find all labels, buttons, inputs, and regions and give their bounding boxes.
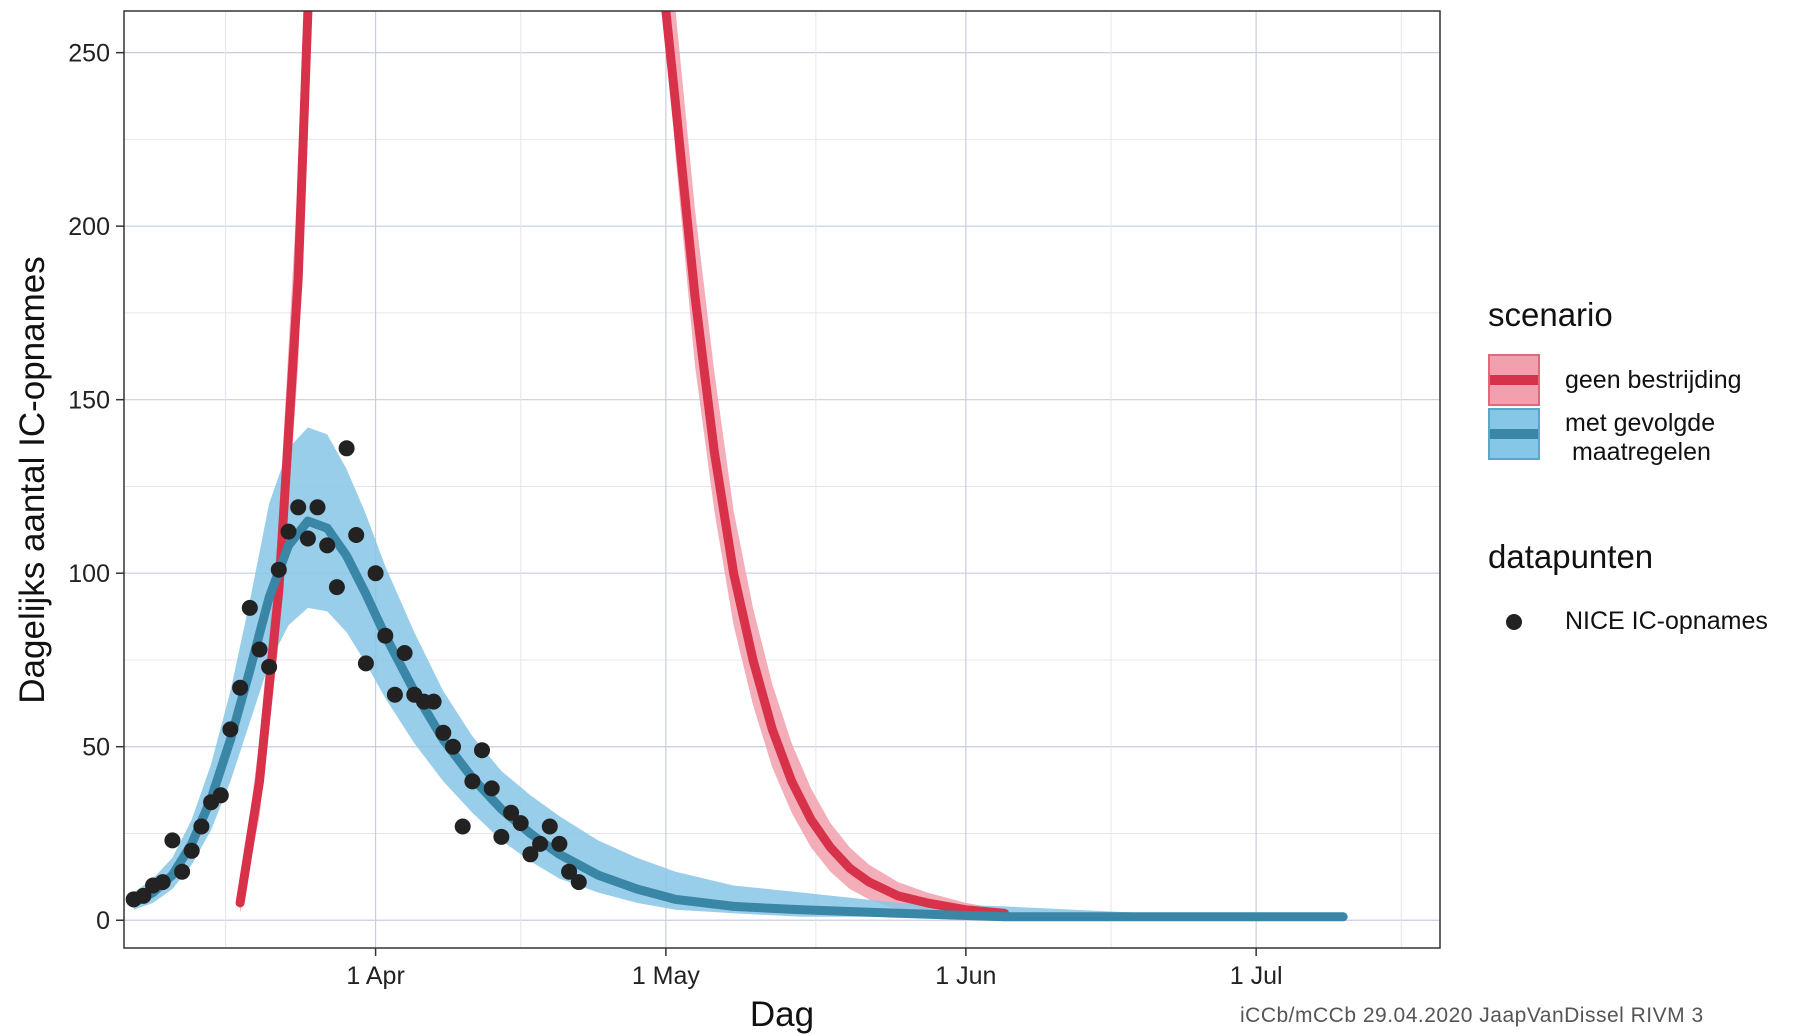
legend-key-nice-ic-opnames bbox=[1506, 614, 1522, 630]
legend-label-met-gevolgde-maatregelen: met gevolgde maatregelen bbox=[1565, 409, 1716, 466]
data-point bbox=[454, 818, 471, 835]
data-point bbox=[541, 818, 558, 835]
legend-key-met-gevolgde-maatregelen bbox=[1488, 408, 1540, 460]
data-point bbox=[570, 874, 587, 891]
y-tick-label: 50 bbox=[82, 734, 110, 762]
geen-bestrijding-line bbox=[235, 11, 313, 908]
data-point bbox=[280, 523, 297, 540]
met-gevolgde-maatregelen-ribbon bbox=[133, 427, 1344, 921]
data-point bbox=[299, 530, 316, 547]
y-tick-label: 250 bbox=[68, 40, 110, 68]
y-tick-label: 150 bbox=[68, 387, 110, 415]
data-point bbox=[183, 842, 200, 859]
data-point bbox=[512, 815, 529, 832]
data-point bbox=[532, 835, 549, 852]
data-point bbox=[154, 874, 171, 891]
data-point bbox=[474, 742, 490, 759]
data-point bbox=[551, 835, 568, 852]
ribbons bbox=[133, 11, 1344, 921]
data-point bbox=[367, 565, 384, 582]
x-tick-label: 1 Jul bbox=[1230, 962, 1283, 990]
data-point bbox=[464, 773, 481, 790]
data-point bbox=[222, 721, 239, 738]
data-point bbox=[328, 579, 345, 596]
data-point bbox=[174, 863, 191, 880]
data-point bbox=[338, 440, 355, 457]
legend-label-nice-ic-opnames: NICE IC-opnames bbox=[1565, 607, 1768, 635]
y-tick-label: 0 bbox=[96, 907, 110, 935]
data-point bbox=[435, 724, 452, 741]
x-tick-label: 1 Jun bbox=[935, 962, 996, 990]
data-point bbox=[396, 645, 413, 661]
data-point bbox=[290, 499, 307, 516]
data-point bbox=[348, 527, 365, 543]
y-axis-title: Dagelijks aantal IC-opnames bbox=[13, 256, 52, 703]
data-point bbox=[309, 499, 326, 516]
data-point bbox=[503, 804, 520, 821]
data-point bbox=[232, 679, 249, 696]
data-point bbox=[561, 863, 578, 880]
data-point bbox=[319, 537, 336, 554]
data-point bbox=[425, 693, 442, 710]
y-tick-label: 100 bbox=[68, 560, 110, 588]
geen-bestrijding-ribbon bbox=[665, 11, 1005, 917]
data-point bbox=[493, 828, 510, 845]
legend-key-geen-bestrijding bbox=[1488, 354, 1540, 406]
legend-label-geen-bestrijding: geen bestrijding bbox=[1565, 366, 1742, 394]
data-point bbox=[270, 561, 287, 578]
legend-title-datapunten: datapunten bbox=[1488, 538, 1654, 575]
x-tick-label: 1 Apr bbox=[346, 962, 404, 990]
y-tick-label: 200 bbox=[68, 213, 110, 241]
x-tick-label: 1 May bbox=[632, 962, 701, 990]
data-point bbox=[357, 655, 374, 672]
data-point bbox=[386, 686, 403, 703]
legend-title-scenario: scenario bbox=[1488, 296, 1613, 333]
data-point bbox=[212, 787, 229, 804]
data-point bbox=[377, 627, 394, 644]
data-point bbox=[483, 780, 500, 797]
data-point bbox=[261, 658, 278, 675]
data-point bbox=[241, 599, 258, 616]
x-axis-title: Dag bbox=[750, 995, 814, 1034]
data-point bbox=[445, 738, 461, 755]
data-point bbox=[135, 887, 152, 904]
geen-bestrijding-line bbox=[661, 11, 1010, 918]
data-point bbox=[193, 818, 210, 835]
plot-border bbox=[123, 10, 1441, 949]
data-points bbox=[125, 440, 587, 908]
data-point bbox=[164, 832, 181, 849]
data-point bbox=[522, 846, 539, 863]
data-point bbox=[251, 641, 268, 658]
grid bbox=[124, 11, 1440, 948]
axis-ticks: 0 50 100 150 200 250 1 Apr 1 May 1 Jun 1 Jul bbox=[68, 40, 1282, 990]
slide-footer: iCCb/mCCb 29.04.2020 JaapVanDissel RIVM … bbox=[1240, 1004, 1704, 1027]
